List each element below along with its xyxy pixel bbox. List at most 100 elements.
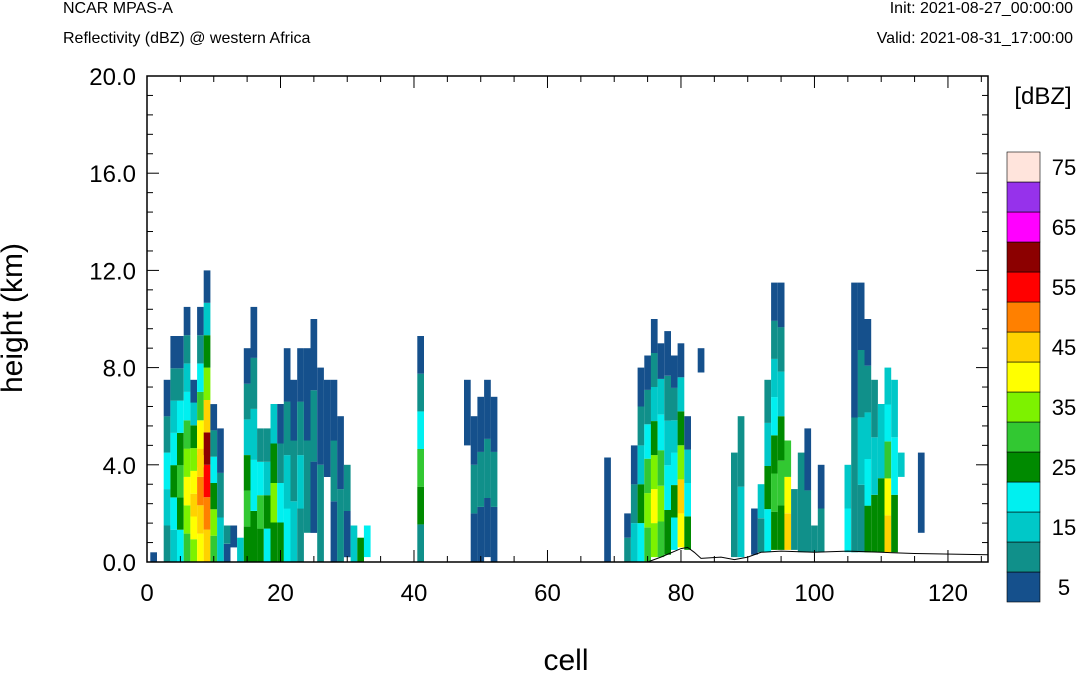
- field-description: Reflectivity (dBZ) @ western Africa: [63, 30, 311, 47]
- reflectivity-cell: [217, 517, 224, 562]
- reflectivity-cell: [297, 348, 304, 402]
- reflectivity-cell: [277, 443, 284, 483]
- reflectivity-cell: [217, 472, 224, 518]
- reflectivity-cell: [150, 552, 157, 562]
- reflectivity-cell: [650, 489, 658, 524]
- reflectivity-cell: [263, 528, 271, 562]
- terrain-line: [147, 546, 989, 563]
- reflectivity-cell: [250, 459, 258, 511]
- reflectivity-cell: [644, 458, 651, 494]
- reflectivity-cell: [490, 396, 498, 452]
- reflectivity-cell: [277, 483, 284, 523]
- colorbar-swatch: [1006, 361, 1041, 393]
- reflectivity-cell: [243, 383, 251, 420]
- reflectivity-cell: [604, 457, 611, 562]
- reflectivity-cell: [163, 489, 171, 526]
- valid-time: Valid: 2021-08-31_17:00:00: [876, 30, 1073, 47]
- reflectivity-cell: [671, 517, 678, 550]
- reflectivity-cell: [684, 449, 691, 483]
- reflectivity-cell: [871, 437, 878, 495]
- reflectivity-cell: [343, 511, 351, 558]
- reflectivity-cell: [223, 543, 231, 562]
- reflectivity-cell: [484, 379, 491, 439]
- reflectivity-cell: [210, 404, 218, 431]
- x-tick-label: 100: [794, 580, 834, 607]
- reflectivity-cell: [804, 490, 812, 553]
- reflectivity-cell: [270, 443, 278, 483]
- reflectivity-cell: [257, 428, 264, 462]
- colorbar-swatch: [1006, 331, 1041, 363]
- reflectivity-cell: [257, 495, 264, 529]
- reflectivity-cell: [330, 379, 338, 441]
- y-axis-ticks: 0.0 4.0 8.0 12.0 16.0 20.0: [89, 64, 988, 577]
- reflectivity-cell: [250, 408, 258, 460]
- reflectivity-cell: [203, 497, 211, 530]
- reflectivity-cell: [270, 522, 278, 562]
- colorbar-swatch: [1006, 241, 1041, 273]
- colorbar-swatch: [1006, 301, 1041, 333]
- colorbar-label: 15: [1052, 515, 1076, 540]
- reflectivity-cell: [297, 455, 304, 509]
- reflectivity-cell: [190, 425, 198, 449]
- reflectivity-cell: [197, 391, 204, 421]
- y-tick-label: 4.0: [103, 453, 136, 480]
- reflectivity-cell: [290, 440, 298, 502]
- reflectivity-cell: [657, 485, 665, 522]
- reflectivity-cell: [190, 516, 198, 540]
- reflectivity-cell: [637, 367, 645, 407]
- reflectivity-cell: [644, 355, 651, 390]
- reflectivity-cell: [657, 343, 665, 379]
- reflectivity-cell: [183, 476, 191, 506]
- reflectivity-cell: [637, 523, 645, 562]
- reflectivity-cell: [797, 452, 805, 553]
- reflectivity-cell: [664, 420, 671, 466]
- y-tick-label: 8.0: [103, 356, 136, 383]
- reflectivity-cell: [784, 513, 792, 550]
- reflectivity-cell: [751, 508, 758, 555]
- reflectivity-cell: [283, 348, 291, 402]
- reflectivity-cell: [177, 529, 184, 562]
- reflectivity-cell: [677, 343, 685, 378]
- reflectivity-cell: [343, 464, 351, 511]
- reflectivity-cell: [677, 479, 685, 514]
- terrain-layer: [147, 546, 989, 563]
- reflectivity-cell: [163, 452, 171, 490]
- reflectivity-cell: [277, 404, 284, 444]
- colorbar-label: 5: [1058, 575, 1070, 600]
- reflectivity-cell: [664, 510, 671, 555]
- plot-border: [146, 75, 989, 563]
- reflectivity-cell: [163, 416, 171, 453]
- reflectivity-cell: [864, 319, 872, 366]
- reflectivity-cell: [671, 485, 678, 518]
- reflectivity-cell: [190, 539, 198, 562]
- reflectivity-cell: [737, 416, 745, 487]
- reflectivity-cell: [817, 464, 825, 509]
- reflectivity-cell: [183, 533, 191, 562]
- reflectivity-cell: [731, 452, 738, 558]
- reflectivity-cell: [190, 379, 198, 403]
- colorbar-label: 25: [1052, 455, 1076, 480]
- reflectivity-cell: [317, 464, 324, 562]
- colorbar-swatch: [1006, 541, 1041, 573]
- reflectivity-cell: [851, 417, 858, 553]
- reflectivity-cell: [177, 400, 184, 433]
- reflectivity-cell: [630, 523, 638, 562]
- reflectivity-cell: [290, 379, 298, 441]
- reflectivity-cell: [177, 465, 184, 498]
- reflectivity-cell: [190, 493, 198, 517]
- reflectivity-cell: [857, 417, 865, 485]
- reflectivity-cell: [771, 397, 778, 436]
- reflectivity-cell: [490, 506, 498, 562]
- reflectivity-cell: [170, 529, 178, 562]
- reflectivity-cell: [203, 464, 211, 498]
- reflectivity-cell: [177, 497, 184, 530]
- reflectivity-cell: [210, 535, 218, 562]
- reflectivity-cell: [771, 320, 778, 359]
- reflectivity-cell: [183, 363, 191, 392]
- colorbar-swatch: [1006, 181, 1041, 213]
- x-tick-label: 80: [668, 580, 695, 607]
- reflectivity-cell: [777, 416, 785, 461]
- reflectivity-cell: [223, 525, 231, 544]
- reflectivity-cell: [791, 489, 798, 550]
- reflectivity-cell: [297, 508, 304, 562]
